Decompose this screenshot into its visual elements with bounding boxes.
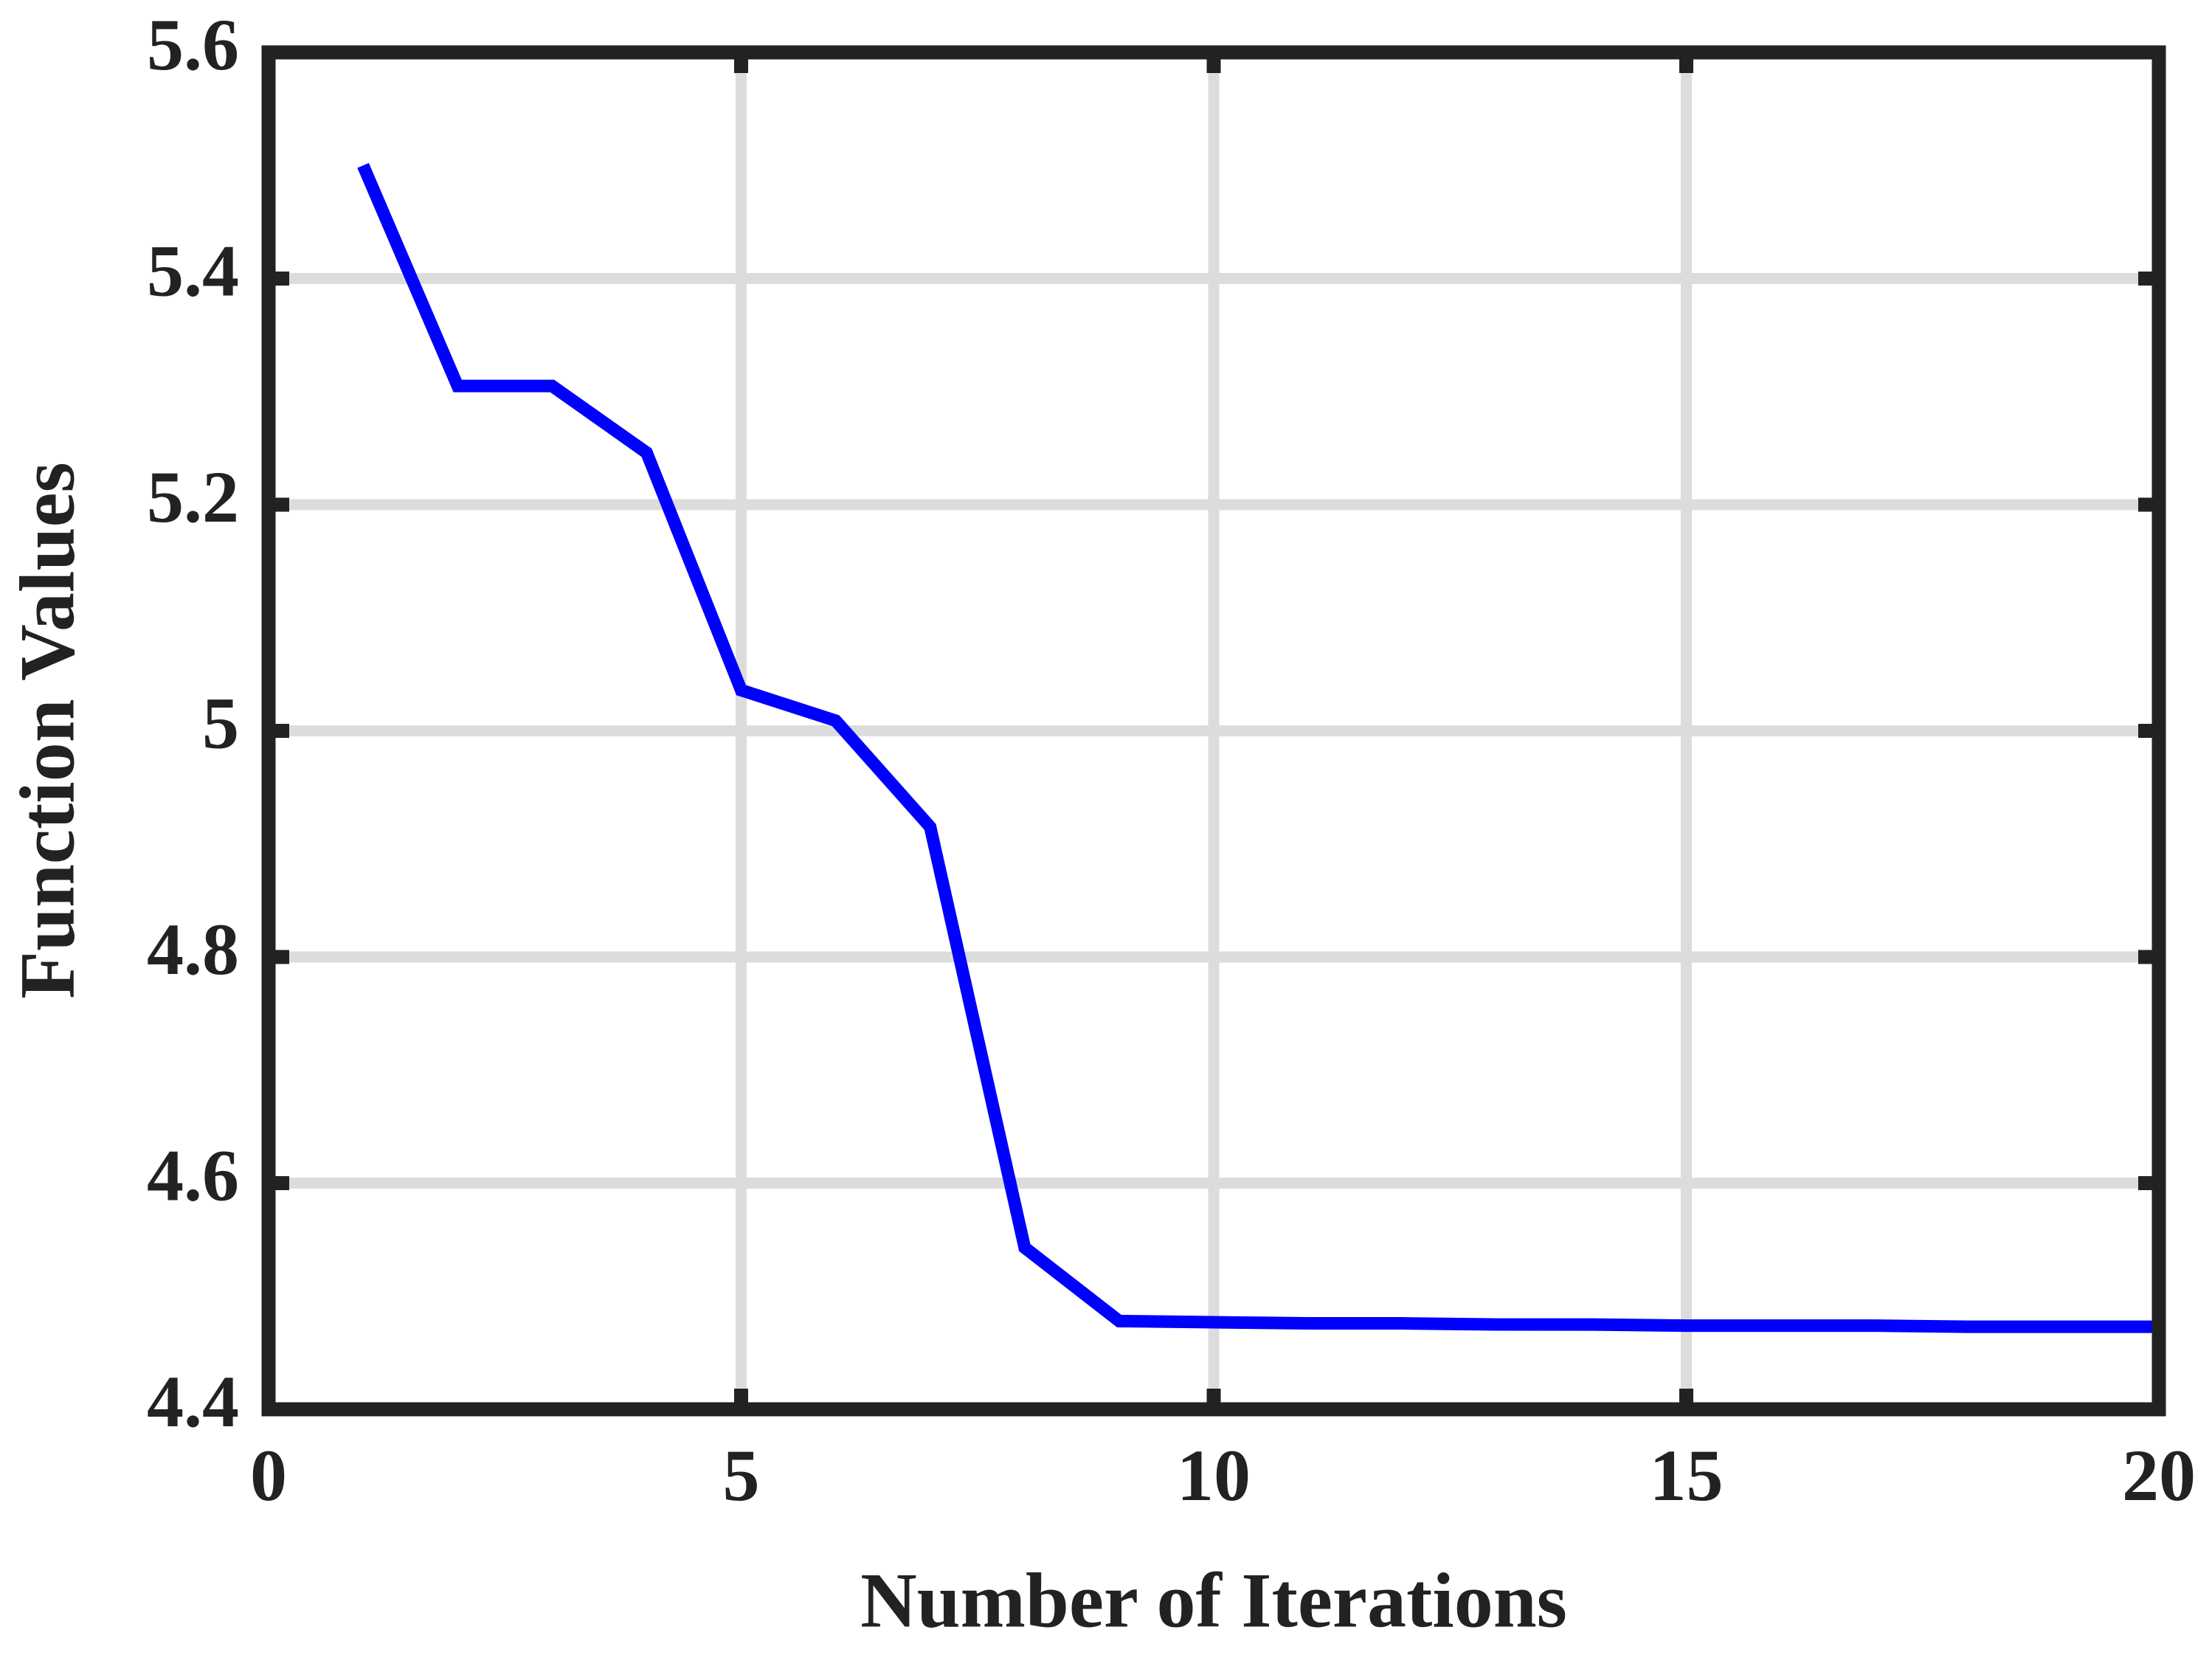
x-tick-label: 20 bbox=[2122, 1434, 2196, 1516]
y-tick-label: 5 bbox=[202, 682, 239, 764]
x-tick-label: 15 bbox=[1650, 1434, 1724, 1516]
x-tick-label: 10 bbox=[1177, 1434, 1251, 1516]
x-tick-label: 0 bbox=[250, 1434, 287, 1516]
y-axis-label: Function Values bbox=[4, 462, 90, 999]
plot-frame bbox=[261, 45, 2166, 1417]
y-tick-label: 5.2 bbox=[147, 456, 239, 538]
y-tick-label: 4.6 bbox=[147, 1134, 239, 1216]
y-tick-label: 5.4 bbox=[147, 229, 239, 311]
x-tick-label: 5 bbox=[723, 1434, 760, 1516]
y-tick-label: 5.6 bbox=[147, 4, 239, 86]
y-tick-label: 4.8 bbox=[147, 908, 239, 990]
data-line bbox=[357, 162, 2159, 1333]
y-tick-label: 4.4 bbox=[147, 1361, 239, 1442]
x-axis-label: Number of Iterations bbox=[860, 1557, 1567, 1643]
